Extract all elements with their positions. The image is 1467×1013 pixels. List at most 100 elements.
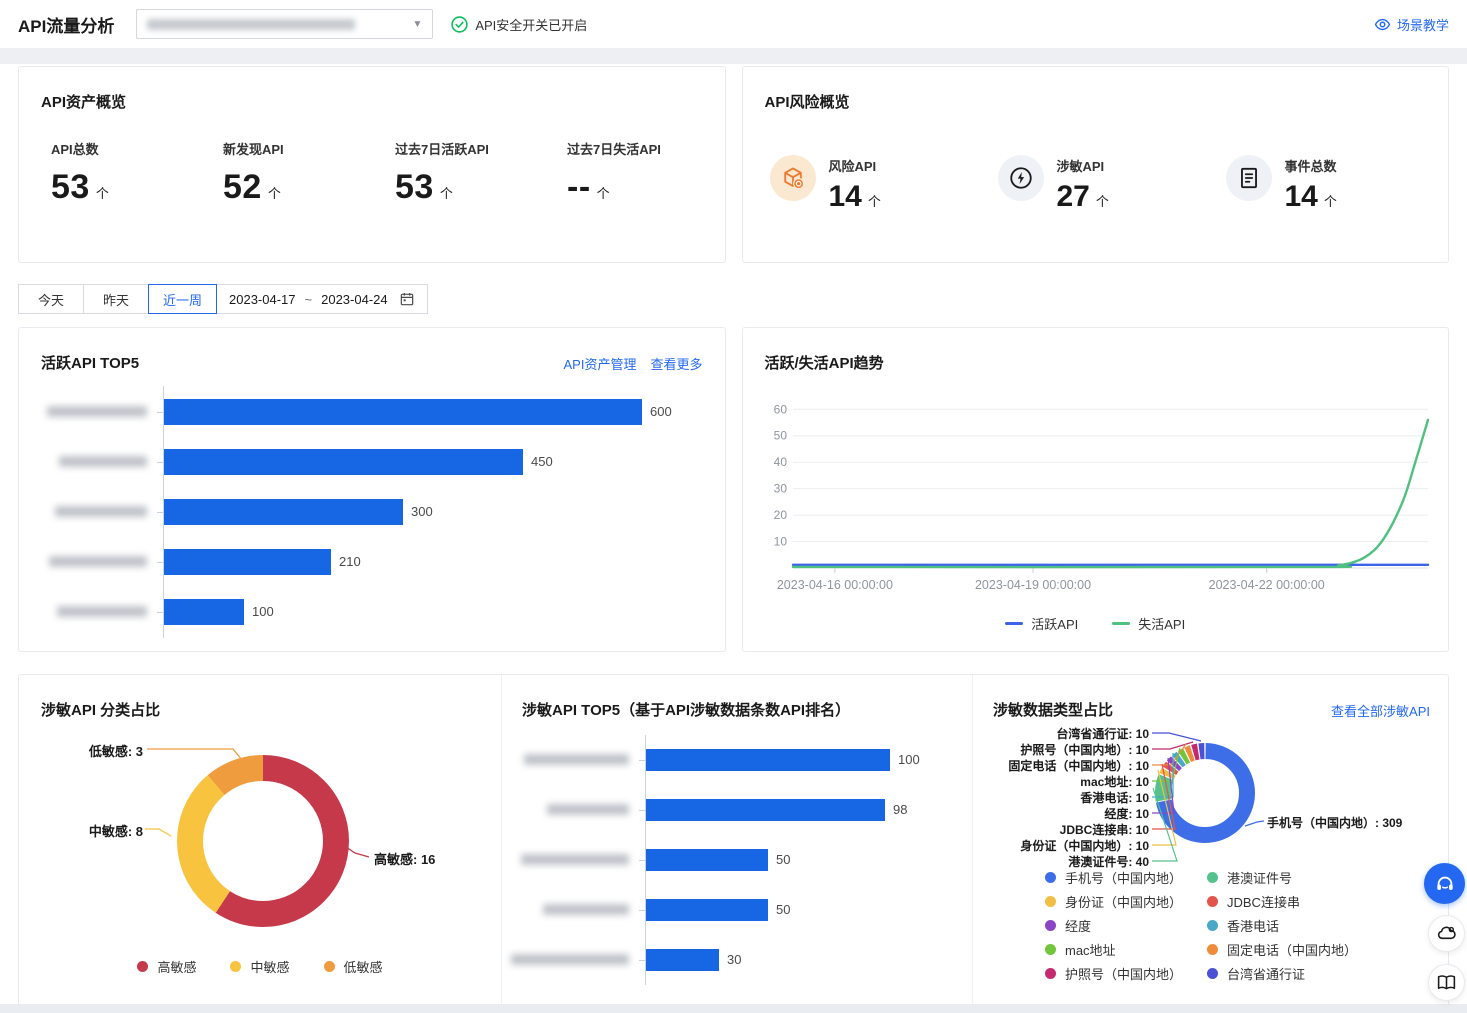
donut-callout-label: 身份证（中国内地）: 10 bbox=[1020, 839, 1149, 853]
redacted-select-value bbox=[147, 18, 356, 30]
sensitive-top5-bar-chart: 100 98 50 50 30 bbox=[502, 675, 972, 1006]
scope-select[interactable]: ▼ bbox=[136, 9, 434, 39]
category-legend-item[interactable]: 高敏感 bbox=[137, 957, 196, 976]
donut-callout-label: 中敏感: 8 bbox=[88, 824, 143, 839]
redacted-category-label bbox=[49, 556, 147, 567]
legend-dot bbox=[137, 961, 149, 972]
donut-callout-label: mac地址: 10 bbox=[1080, 775, 1149, 789]
bar-tick bbox=[639, 960, 645, 961]
type-legend-item[interactable]: 经度 bbox=[1045, 913, 1207, 937]
legend-label: 台湾省通行证 bbox=[1227, 966, 1306, 982]
donut-callout-label: 经度: 10 bbox=[1104, 807, 1149, 821]
date-start: 2023-04-17 bbox=[229, 291, 296, 307]
type-legend-item[interactable]: 固定电话（中国内地） bbox=[1207, 937, 1369, 961]
bar-tick bbox=[639, 810, 645, 811]
legend-label: 中敏感 bbox=[250, 960, 290, 975]
date-end: 2023-04-24 bbox=[321, 291, 388, 307]
type-legend-item[interactable]: 手机号（中国内地） bbox=[1045, 865, 1207, 889]
view-more-link[interactable]: 查看更多 bbox=[650, 357, 703, 372]
legend-dot bbox=[1207, 919, 1218, 931]
legend-label: 固定电话（中国内地） bbox=[1227, 942, 1358, 958]
view-all-sensitive-link[interactable]: 查看全部涉敏API bbox=[1331, 704, 1430, 719]
legend-dot bbox=[1045, 895, 1056, 907]
donut-callout-label: 高敏感: 16 bbox=[374, 852, 436, 867]
svg-text:2023-04-22 00:00:00: 2023-04-22 00:00:00 bbox=[1208, 578, 1324, 592]
type-legend-item[interactable]: mac地址 bbox=[1045, 937, 1207, 961]
calendar-icon bbox=[400, 293, 413, 306]
type-legend-item[interactable]: 港澳证件号 bbox=[1207, 865, 1369, 889]
bar-tick bbox=[157, 462, 163, 463]
filter-last-week-button[interactable]: 近一周 bbox=[148, 284, 218, 314]
scene-tutorial-link[interactable]: 场景教学 bbox=[1374, 15, 1449, 34]
risk-stats: 风险API 14 个 涉敏API 27 个 bbox=[769, 155, 1454, 214]
type-legend-item[interactable]: 台湾省通行证 bbox=[1207, 961, 1369, 985]
sensitive-category-donut bbox=[177, 755, 349, 927]
tutorial-label: 场景教学 bbox=[1396, 17, 1449, 33]
bar-axis bbox=[645, 735, 646, 985]
legend-label: JDBC连接串 bbox=[1227, 894, 1300, 910]
cloud-assistant-button[interactable] bbox=[1428, 915, 1465, 952]
legend-label: 身份证（中国内地） bbox=[1065, 894, 1183, 910]
asset-stats: API总数 53 个 新发现API 52 个 过去7日活跃API 53 个 过去7日失… bbox=[51, 139, 739, 207]
legend-label: 港澳证件号 bbox=[1227, 870, 1293, 886]
sensitive-type-section: 涉敏数据类型占比 查看全部涉敏API 台湾省通行证: 10 护照号（中国内地）: … bbox=[972, 675, 1450, 1006]
bar bbox=[164, 399, 642, 425]
filter-today-button[interactable]: 今天 bbox=[18, 284, 84, 314]
svg-text:2023-04-19 00:00:00: 2023-04-19 00:00:00 bbox=[974, 578, 1090, 592]
donut-callout-label: 港澳证件号: 40 bbox=[1068, 855, 1149, 869]
sensitive-category-legend: 高敏感 中敏感 低敏感 bbox=[19, 957, 501, 976]
api-security-status: API安全开关已开启 bbox=[451, 15, 587, 34]
api-asset-manage-link[interactable]: API资产管理 bbox=[563, 357, 637, 372]
legend-dot bbox=[1045, 919, 1056, 931]
trend-legend-item[interactable]: 失活API bbox=[1112, 614, 1185, 633]
category-legend-item[interactable]: 中敏感 bbox=[230, 957, 290, 976]
legend-dot bbox=[1045, 943, 1056, 955]
support-headset-button[interactable] bbox=[1424, 863, 1465, 904]
svg-text:20: 20 bbox=[773, 508, 787, 522]
trend-card: 活跃/失活API趋势 10 20 30 40 50 60 2023-04-16 00:00:… bbox=[741, 327, 1449, 652]
bar bbox=[646, 749, 890, 771]
status-text: API安全开关已开启 bbox=[475, 17, 588, 33]
legend-label: 活跃API bbox=[1031, 617, 1079, 632]
legend-dot bbox=[1045, 967, 1056, 979]
eye-icon bbox=[1374, 18, 1391, 30]
active-top5-card: 活跃API TOP5 API资产管理 查看更多 600 450 300 210 100 bbox=[18, 327, 726, 652]
risk-overview-card: API风险概览 风险API 14 个 bbox=[741, 66, 1449, 263]
time-filter-bar: 今天 昨天 近一周 2023-04-17 ~ 2023-04-24 bbox=[18, 284, 1449, 314]
type-legend-item[interactable]: 护照号（中国内地） bbox=[1045, 961, 1207, 985]
legend-label: 经度 bbox=[1065, 918, 1092, 934]
donut-callout-label: 台湾省通行证: 10 bbox=[1056, 727, 1149, 741]
type-legend-item[interactable]: 身份证（中国内地） bbox=[1045, 889, 1207, 913]
redacted-category-label bbox=[521, 854, 629, 865]
legend-label: 失活API bbox=[1138, 617, 1186, 632]
headset-icon bbox=[1436, 876, 1453, 890]
bar-value-label: 600 bbox=[650, 404, 672, 419]
bar-value-label: 50 bbox=[776, 902, 791, 917]
bar-value-label: 50 bbox=[776, 852, 791, 867]
legend-dash bbox=[1112, 622, 1131, 625]
bar bbox=[164, 499, 403, 525]
redacted-category-label bbox=[547, 804, 629, 815]
legend-dot bbox=[1207, 943, 1218, 955]
legend-dot bbox=[1207, 895, 1218, 907]
svg-text:60: 60 bbox=[773, 402, 787, 416]
bar-tick bbox=[639, 760, 645, 761]
legend-label: 高敏感 bbox=[157, 960, 197, 975]
type-legend-item[interactable]: 香港电话 bbox=[1207, 913, 1369, 937]
bar-value-label: 300 bbox=[411, 504, 433, 519]
sensitive-card: 涉敏API 分类占比 低敏感: 3 中敏感: 8 高敏感: 16 高敏感 中敏感 低敏感… bbox=[18, 674, 1449, 1007]
asset-overview-title: API资产概览 bbox=[41, 94, 127, 111]
trend-legend-item[interactable]: 活跃API bbox=[1005, 614, 1078, 633]
sensitive-type-legend: 手机号（中国内地） 港澳证件号身份证（中国内地） JDBC连接串经度 香港电话 mac地… bbox=[1045, 865, 1369, 985]
bar bbox=[646, 849, 768, 871]
filter-yesterday-button[interactable]: 昨天 bbox=[83, 284, 149, 314]
bar-tick bbox=[639, 910, 645, 911]
sensitive-category-title: 涉敏API 分类占比 bbox=[41, 702, 161, 719]
legend-dot bbox=[230, 961, 242, 972]
bar-value-label: 210 bbox=[339, 554, 361, 569]
bar-value-label: 100 bbox=[252, 604, 274, 619]
type-legend-item[interactable]: JDBC连接串 bbox=[1207, 889, 1369, 913]
date-range-picker[interactable]: 2023-04-17 ~ 2023-04-24 bbox=[216, 284, 428, 314]
docs-book-button[interactable] bbox=[1428, 964, 1465, 1001]
category-legend-item[interactable]: 低敏感 bbox=[323, 957, 383, 976]
